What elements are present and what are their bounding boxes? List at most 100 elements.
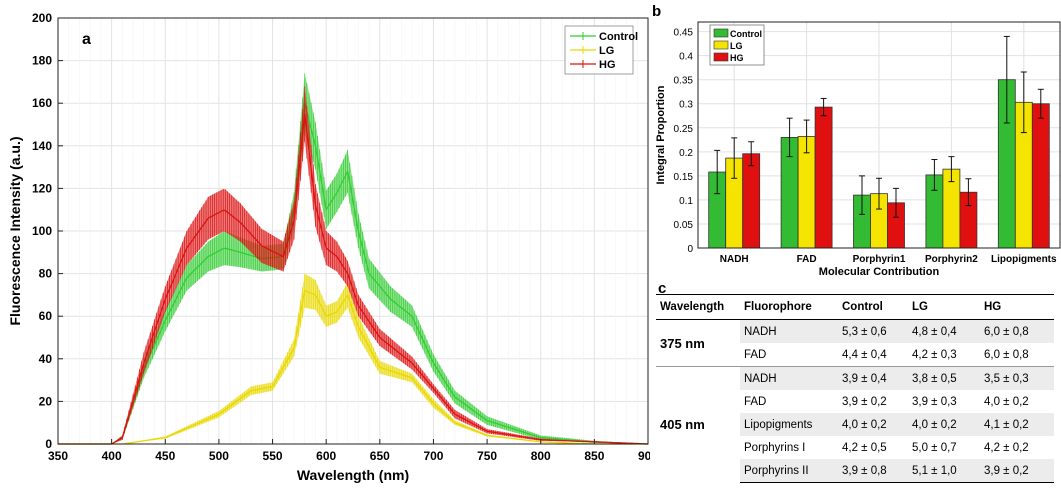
x-tick-label: 800 <box>531 449 551 463</box>
control-cell: 3,9 ± 0,2 <box>842 395 887 408</box>
header-control: Control <box>838 294 908 320</box>
y-axis-label: Fluorescence Intensity (a.u.) <box>7 136 23 325</box>
hg-cell: 4,2 ± 0,2 <box>984 441 1029 454</box>
lg-cell: 3,8 ± 0,5 <box>908 366 980 390</box>
control-cell: 5,3 ± 0,6 <box>838 319 908 343</box>
integral-proportion-bar-chart: 0 0.05 0.1 0.15 0.2 0.25 0.3 0.35 0.4 0.45 NADH FAD… <box>652 3 1061 278</box>
series-line <box>58 289 648 445</box>
series-line <box>58 113 649 445</box>
x-tick-label: 400 <box>102 449 122 463</box>
table-row: FAD 4,4 ± 0,4 4,2 ± 0,3 6,0 ± 0,8 <box>656 343 1054 367</box>
x-tick-label: Porphyrin2 <box>925 254 978 265</box>
control-cell: 4,2 ± 0,5 <box>842 441 887 454</box>
table-row: 405 nm NADH 3,9 ± 0,4 3,8 ± 0,5 3,5 ± 0,… <box>656 366 1054 483</box>
y-tick-label: 60 <box>39 309 53 323</box>
y-tick-label: 80 <box>39 267 53 281</box>
fluorophore-cell: FAD <box>744 395 767 408</box>
header-hg: HG <box>980 294 1054 320</box>
fluorophore-cell: NADH <box>740 366 838 390</box>
y-tick-label: 0.35 <box>674 76 694 87</box>
series-hg <box>58 86 649 445</box>
legend-label: Control <box>730 29 762 39</box>
legend-label: HG <box>599 59 616 71</box>
y-axis-label: Integral Proportion <box>655 85 667 184</box>
fluorophore-table-panel: c Wavelength Fluorophore Control LG HG 3… <box>650 278 1061 498</box>
fluorophore-cell: FAD <box>744 348 767 361</box>
y-tick-label: 200 <box>32 11 52 25</box>
control-cell: 4,0 ± 0,2 <box>838 413 908 436</box>
hg-cell: 3,5 ± 0,3 <box>980 366 1054 390</box>
x-tick-label: 750 <box>477 449 497 463</box>
hg-cell: 4,0 ± 0,2 <box>984 395 1029 408</box>
x-tick-label: 550 <box>263 449 283 463</box>
y-tick-label: 100 <box>32 224 52 238</box>
bar-hg <box>1031 103 1050 249</box>
control-cell: 4,4 ± 0,4 <box>842 348 887 361</box>
y-tick-label: 20 <box>39 394 53 408</box>
control-cell: 3,9 ± 0,8 <box>838 459 908 483</box>
wavelength-cell: 405 nm <box>656 366 740 483</box>
header-wavelength: Wavelength <box>656 294 740 320</box>
y-tick-label: 180 <box>32 54 52 68</box>
fluorophore-cell: NADH <box>740 319 838 343</box>
header-lg: LG <box>908 294 980 320</box>
hg-cell: 3,9 ± 0,2 <box>980 459 1054 483</box>
x-tick-label: 900 <box>638 449 650 463</box>
legend-swatch <box>713 28 729 38</box>
table-row: 375 nm NADH 5,3 ± 0,6 4,8 ± 0,4 6,0 ± 0,… <box>656 319 1054 367</box>
y-tick-label: 0.15 <box>674 172 694 183</box>
table-row: Lipopigments 4,0 ± 0,2 4,0 ± 0,2 4,1 ± 0… <box>656 413 1054 436</box>
panel-label-a: a <box>82 31 91 48</box>
hg-cell: 6,0 ± 0,8 <box>980 319 1054 343</box>
x-tick-label: 450 <box>155 449 175 463</box>
x-tick-label: 500 <box>209 449 229 463</box>
legend-swatch <box>713 52 729 62</box>
lg-cell: 4,0 ± 0,2 <box>908 413 980 436</box>
x-tick-label: NADH <box>720 254 749 265</box>
hg-cell: 6,0 ± 0,8 <box>984 348 1029 361</box>
y-tick-label: 0.3 <box>679 100 693 111</box>
series-lg <box>58 273 648 445</box>
legend-label: Control <box>599 31 638 43</box>
x-tick-label: 850 <box>584 449 604 463</box>
y-tick-label: 0.05 <box>674 220 694 231</box>
x-tick-label: Lipopigments <box>991 254 1057 265</box>
x-tick-label: 700 <box>423 449 443 463</box>
fluorophore-cell: Lipopigments <box>740 413 838 436</box>
series-line <box>58 103 649 445</box>
x-tick-label: 650 <box>370 449 390 463</box>
spectra-line-chart: 350 400 450 500 550 600 650 700 750 800 850 900 0 20 4… <box>7 11 650 483</box>
panel-label-b: b <box>652 3 661 20</box>
y-tick-label: 0.25 <box>674 124 694 135</box>
x-tick-label: FAD <box>797 254 817 265</box>
table-row: FAD 3,9 ± 0,2 3,9 ± 0,3 4,0 ± 0,2 <box>656 390 1054 413</box>
bar-hg <box>742 153 761 249</box>
bar-hg <box>814 106 833 249</box>
axes-frame <box>697 21 1061 249</box>
legend-label: LG <box>730 41 743 51</box>
lg-cell: 5,1 ± 1,0 <box>908 459 980 483</box>
y-tick-label: 140 <box>32 139 52 153</box>
panel-label-c: c <box>658 280 667 297</box>
x-tick-label: 350 <box>48 449 68 463</box>
table-row: Porphyrins I 4,2 ± 0,5 5,0 ± 0,7 4,2 ± 0… <box>656 436 1054 459</box>
control-cell: 3,9 ± 0,4 <box>838 366 908 390</box>
hg-cell: 4,1 ± 0,2 <box>980 413 1054 436</box>
y-tick-label: 0.45 <box>674 28 694 39</box>
x-tick-label: Porphyrin1 <box>853 254 906 265</box>
y-tick-label: 0 <box>45 437 52 451</box>
header-fluorophore: Fluorophore <box>740 294 838 320</box>
lg-cell: 5,0 ± 0,7 <box>912 441 957 454</box>
fluorophore-cell: Porphyrins II <box>740 459 838 483</box>
x-axis-label: Wavelength (nm) <box>297 467 409 483</box>
y-tick-label: 0.2 <box>679 148 693 159</box>
y-tick-label: 0 <box>687 244 693 255</box>
y-tick-label: 120 <box>32 181 52 195</box>
legend: Control LG HG <box>564 25 638 75</box>
legend-swatch <box>713 40 729 50</box>
fluorophore-cell: Porphyrins I <box>744 441 806 454</box>
wavelength-cell: 375 nm <box>656 319 740 367</box>
y-tick-label: 160 <box>32 96 52 110</box>
legend: Control LG HG <box>709 24 765 66</box>
y-tick-label: 0.4 <box>679 52 693 63</box>
